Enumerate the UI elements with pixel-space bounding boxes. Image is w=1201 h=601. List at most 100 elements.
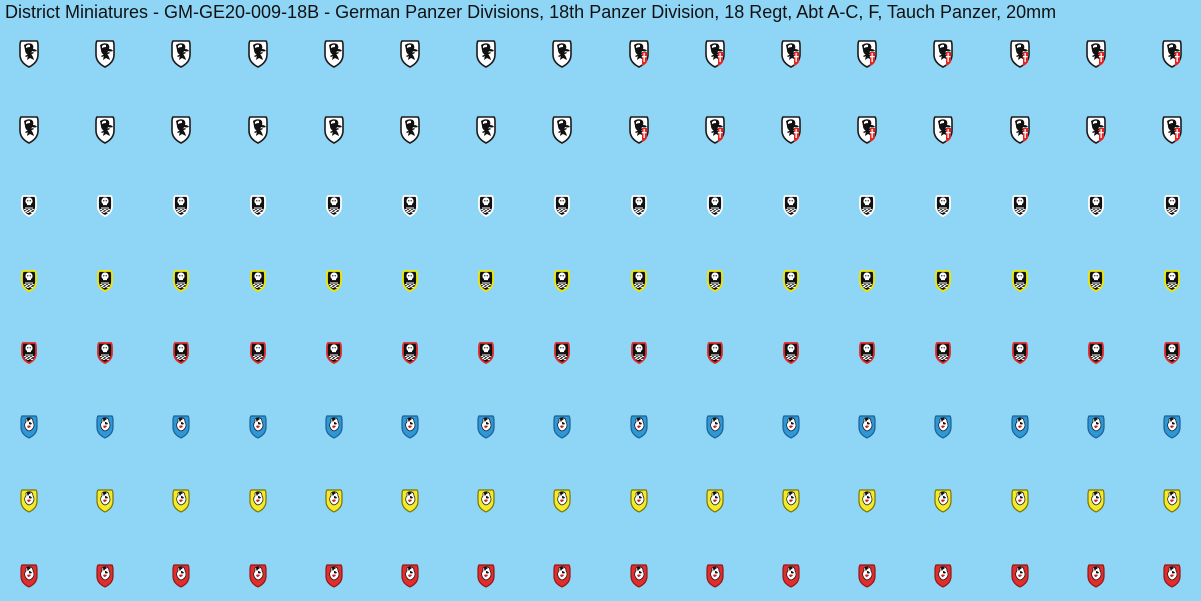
knight-shield-icon: [628, 40, 649, 68]
skull-shield-icon: [859, 342, 876, 364]
skull-shield-icon: [249, 195, 266, 217]
knight-shield-icon: [171, 40, 192, 68]
skull-shield-icon: [1087, 195, 1104, 217]
bulldog-shield-icon: [172, 415, 190, 439]
bulldog-shield-icon: [934, 415, 952, 439]
knight-shield-icon: [476, 40, 496, 68]
skull-shield-icon: [249, 342, 266, 364]
bulldog-shield-icon: [1010, 415, 1029, 439]
knight-shield-icon: [95, 116, 115, 144]
skull-shield-icon: [402, 342, 418, 364]
knight-shield-icon: [552, 116, 573, 144]
skull-shield-icon: [1164, 195, 1180, 217]
skull-shield-icon: [1164, 342, 1180, 364]
skull-shield-icon: [249, 270, 266, 292]
skull-shield-icon: [21, 270, 37, 292]
skull-shield-icon: [325, 342, 342, 364]
knight-shield-icon: [781, 116, 801, 144]
bulldog-shield-icon: [96, 415, 114, 439]
skull-shield-icon: [1087, 270, 1104, 292]
skull-shield-icon: [478, 270, 495, 292]
bulldog-shield-icon: [553, 564, 571, 588]
skull-shield-icon: [630, 195, 647, 217]
bulldog-shield-icon: [172, 564, 190, 588]
knight-shield-icon: [247, 116, 268, 144]
bulldog-shield-icon: [477, 489, 495, 513]
knight-shield-icon: [1085, 40, 1106, 68]
skull-shield-icon: [1087, 342, 1104, 364]
skull-shield-icon: [21, 195, 37, 217]
knight-shield-icon: [247, 40, 268, 68]
bulldog-shield-icon: [325, 564, 343, 588]
knight-shield-icon: [400, 116, 420, 144]
knight-shield-icon: [857, 40, 877, 68]
skull-shield-icon: [554, 195, 571, 217]
bulldog-shield-icon: [477, 415, 495, 439]
skull-shield-icon: [173, 342, 190, 364]
knight-shield-icon: [1162, 40, 1182, 68]
bulldog-shield-icon: [20, 564, 38, 588]
knight-shield-icon: [933, 40, 954, 68]
knight-shield-icon: [476, 116, 496, 144]
skull-shield-icon: [478, 195, 495, 217]
bulldog-shield-icon: [858, 415, 876, 439]
bulldog-shield-icon: [172, 489, 190, 513]
knight-shield-icon: [1085, 116, 1106, 144]
knight-shield-icon: [704, 116, 725, 144]
skull-shield-icon: [97, 195, 114, 217]
bulldog-shield-icon: [248, 489, 267, 513]
bulldog-shield-icon: [1163, 489, 1181, 513]
knight-shield-icon: [19, 116, 39, 144]
skull-shield-icon: [706, 270, 723, 292]
skull-shield-icon: [97, 342, 114, 364]
bulldog-shield-icon: [325, 415, 343, 439]
knight-shield-icon: [400, 40, 420, 68]
bulldog-shield-icon: [782, 564, 800, 588]
skull-shield-icon: [706, 342, 723, 364]
skull-shield-icon: [1011, 270, 1028, 292]
knight-shield-icon: [19, 40, 39, 68]
bulldog-shield-icon: [96, 489, 114, 513]
knight-shield-icon: [1009, 116, 1030, 144]
knight-shield-icon: [933, 116, 954, 144]
bulldog-shield-icon: [477, 564, 495, 588]
sheet-title: District Miniatures - GM-GE20-009-18B - …: [5, 2, 1057, 22]
knight-shield-icon: [1162, 116, 1182, 144]
skull-shield-icon: [402, 195, 418, 217]
skull-shield-icon: [859, 195, 876, 217]
bulldog-shield-icon: [96, 564, 114, 588]
skull-shield-icon: [173, 195, 190, 217]
bulldog-shield-icon: [706, 489, 724, 513]
bulldog-shield-icon: [1087, 415, 1105, 439]
skull-shield-icon: [21, 342, 37, 364]
bulldog-shield-icon: [629, 564, 648, 588]
knight-shield-icon: [1009, 40, 1030, 68]
bulldog-shield-icon: [782, 489, 800, 513]
skull-shield-icon: [478, 342, 495, 364]
skull-shield-icon: [935, 270, 952, 292]
bulldog-shield-icon: [248, 564, 267, 588]
bulldog-shield-icon: [553, 489, 571, 513]
skull-shield-icon: [173, 270, 190, 292]
skull-shield-icon: [325, 270, 342, 292]
skull-shield-icon: [783, 342, 799, 364]
knight-shield-icon: [323, 116, 344, 144]
bulldog-shield-icon: [629, 489, 648, 513]
skull-shield-icon: [1011, 342, 1028, 364]
skull-shield-icon: [630, 342, 647, 364]
skull-shield-icon: [783, 195, 799, 217]
bulldog-shield-icon: [858, 564, 876, 588]
skull-shield-icon: [97, 270, 114, 292]
knight-shield-icon: [552, 40, 573, 68]
bulldog-shield-icon: [1010, 489, 1029, 513]
skull-shield-icon: [402, 270, 418, 292]
skull-shield-icon: [554, 342, 571, 364]
knight-shield-icon: [95, 40, 115, 68]
bulldog-shield-icon: [20, 489, 38, 513]
bulldog-shield-icon: [1087, 564, 1105, 588]
bulldog-shield-icon: [401, 489, 419, 513]
bulldog-shield-icon: [401, 564, 419, 588]
bulldog-shield-icon: [706, 415, 724, 439]
knight-shield-icon: [857, 116, 877, 144]
